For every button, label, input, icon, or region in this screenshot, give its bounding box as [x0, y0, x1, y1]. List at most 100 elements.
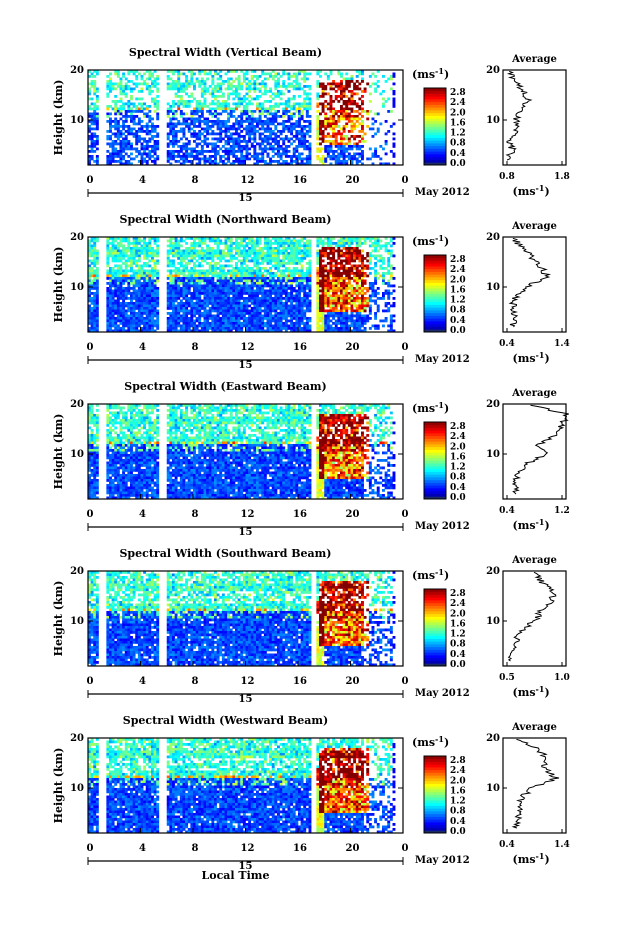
heatmap-cell [187, 319, 191, 323]
heatmap-cell [245, 307, 249, 310]
heatmap-cell [266, 110, 270, 113]
heatmap-cell [295, 257, 299, 260]
heatmap-cell [332, 140, 336, 143]
heatmap-cell [350, 130, 354, 133]
heatmap-cell [295, 72, 299, 76]
heatmap-cell [224, 80, 228, 83]
heatmap-cell [253, 262, 257, 265]
heatmap-cell [329, 125, 333, 128]
heatmap-cell [269, 269, 273, 273]
heatmap-cell [135, 132, 139, 136]
heatmap-cell [282, 262, 286, 265]
avg-x-unit: (ms-1) [513, 183, 550, 198]
heatmap-cell [148, 115, 152, 118]
heatmap-cell [193, 262, 196, 265]
heatmap-cell [111, 145, 115, 148]
heatmap-cell [232, 85, 236, 88]
heatmap-cell [261, 157, 265, 161]
heatmap-cell [308, 135, 312, 138]
heatmap-cell [324, 112, 328, 116]
heatmap-cell [122, 127, 126, 131]
heatmap-cell [277, 85, 280, 88]
heatmap-cell [253, 252, 257, 255]
heatmap-cell [88, 322, 91, 325]
heatmap-cell [300, 272, 304, 275]
heatmap-cell [258, 312, 262, 315]
heatmap-cell [109, 322, 112, 325]
heatmap-cell [279, 277, 283, 280]
heatmap-cell [245, 82, 249, 86]
heatmap-cell [258, 252, 262, 255]
heatmap-cell [316, 257, 320, 260]
heatmap-cell [253, 269, 257, 273]
heatmap-cell [277, 299, 280, 303]
heatmap-cell [319, 75, 322, 78]
heatmap-cell [109, 160, 112, 163]
heatmap-cell [109, 307, 112, 310]
heatmap-cell [151, 150, 154, 153]
heatmap-cell [290, 314, 294, 318]
heatmap-cell [358, 107, 362, 111]
avg-frame [502, 69, 567, 166]
heatmap-cell [208, 142, 212, 146]
heatmap-cell [193, 297, 196, 300]
heatmap-cell [266, 319, 270, 323]
heatmap-cell [114, 269, 118, 273]
heatmap-cell [305, 112, 309, 116]
heatmap-cell [140, 314, 144, 318]
heatmap-cell [190, 309, 194, 313]
heatmap-cell [282, 107, 286, 111]
heatmap-cell [353, 125, 357, 128]
heatmap-cell [271, 237, 275, 240]
heatmap-cell [227, 95, 231, 98]
heatmap-cell [177, 294, 181, 298]
heatmap-cell [214, 120, 217, 123]
heatmap-cell [253, 312, 257, 315]
heatmap-cell [250, 284, 254, 288]
heatmap-cell [185, 247, 189, 250]
heatmap-cell [248, 115, 252, 118]
heatmap-cell [156, 289, 160, 293]
heatmap-cell [122, 307, 126, 310]
heatmap-cell [198, 117, 202, 121]
heatmap-cell [279, 274, 283, 278]
heatmap-cell [350, 122, 354, 126]
heatmap-cell [148, 120, 152, 123]
heatmap-cell [242, 147, 246, 151]
heatmap-cell [119, 82, 123, 86]
heatmap-cell [240, 100, 244, 103]
heatmap-cell [200, 322, 204, 325]
heatmap-cell [295, 279, 299, 283]
heatmap-cell [303, 329, 307, 333]
heatmap-cell [169, 70, 173, 73]
heatmap-cell [200, 90, 204, 93]
heatmap-cell [198, 319, 202, 323]
heatmap-cell [174, 309, 178, 313]
heatmap-cell [229, 92, 233, 96]
heatmap-cell [282, 302, 286, 305]
heatmap-cell [145, 152, 149, 156]
heatmap-cell [355, 115, 359, 118]
heatmap-cell [292, 127, 296, 131]
heatmap-cell [263, 317, 267, 320]
colorbar-segment [424, 118, 446, 122]
heatmap-cell [174, 135, 178, 138]
heatmap-cell [140, 97, 144, 101]
heatmap-cell [240, 147, 244, 151]
heatmap-cell [368, 127, 372, 131]
heatmap-cell [130, 127, 133, 131]
heatmap-cell [269, 112, 273, 116]
heatmap-cell [93, 319, 97, 323]
heatmap-cell [279, 322, 283, 325]
heatmap-cell [111, 289, 115, 293]
heatmap-cell [182, 312, 186, 315]
heatmap-cell [303, 135, 307, 138]
heatmap-cell [190, 324, 194, 328]
heatmap-cell [156, 155, 160, 158]
heatmap-cell [195, 289, 199, 293]
heatmap-cell [305, 130, 309, 133]
heatmap-cell [355, 117, 359, 121]
heatmap-cell [116, 237, 120, 240]
heatmap-cell [253, 249, 257, 253]
heatmap-cell [109, 254, 112, 258]
